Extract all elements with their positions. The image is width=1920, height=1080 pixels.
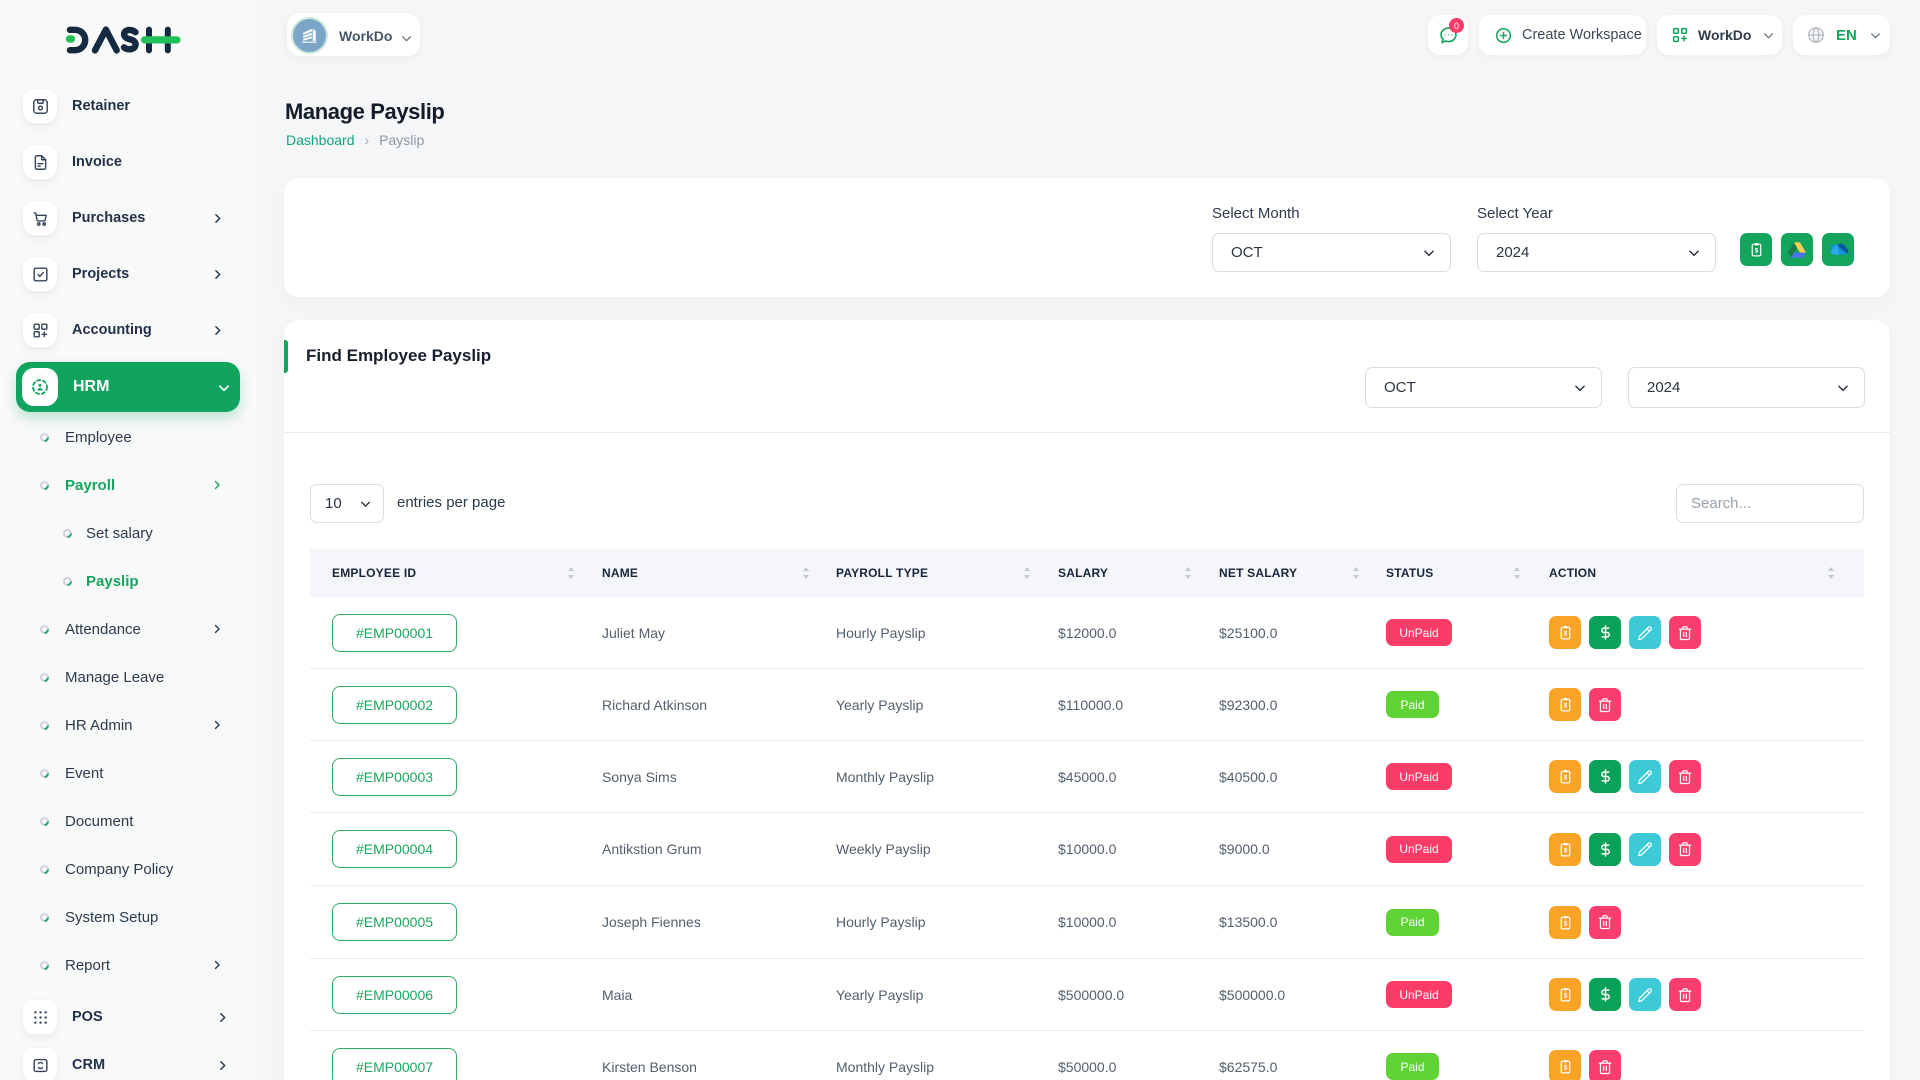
svg-text:$: $ [1754, 248, 1758, 255]
svg-text:$: $ [1563, 993, 1567, 1000]
svg-text:$: $ [1563, 920, 1567, 927]
svg-text:$: $ [1563, 775, 1567, 782]
svg-text:$: $ [1563, 703, 1567, 710]
svg-text:$: $ [1563, 847, 1567, 854]
svg-text:$: $ [1563, 1065, 1567, 1072]
svg-text:$: $ [1563, 631, 1567, 638]
